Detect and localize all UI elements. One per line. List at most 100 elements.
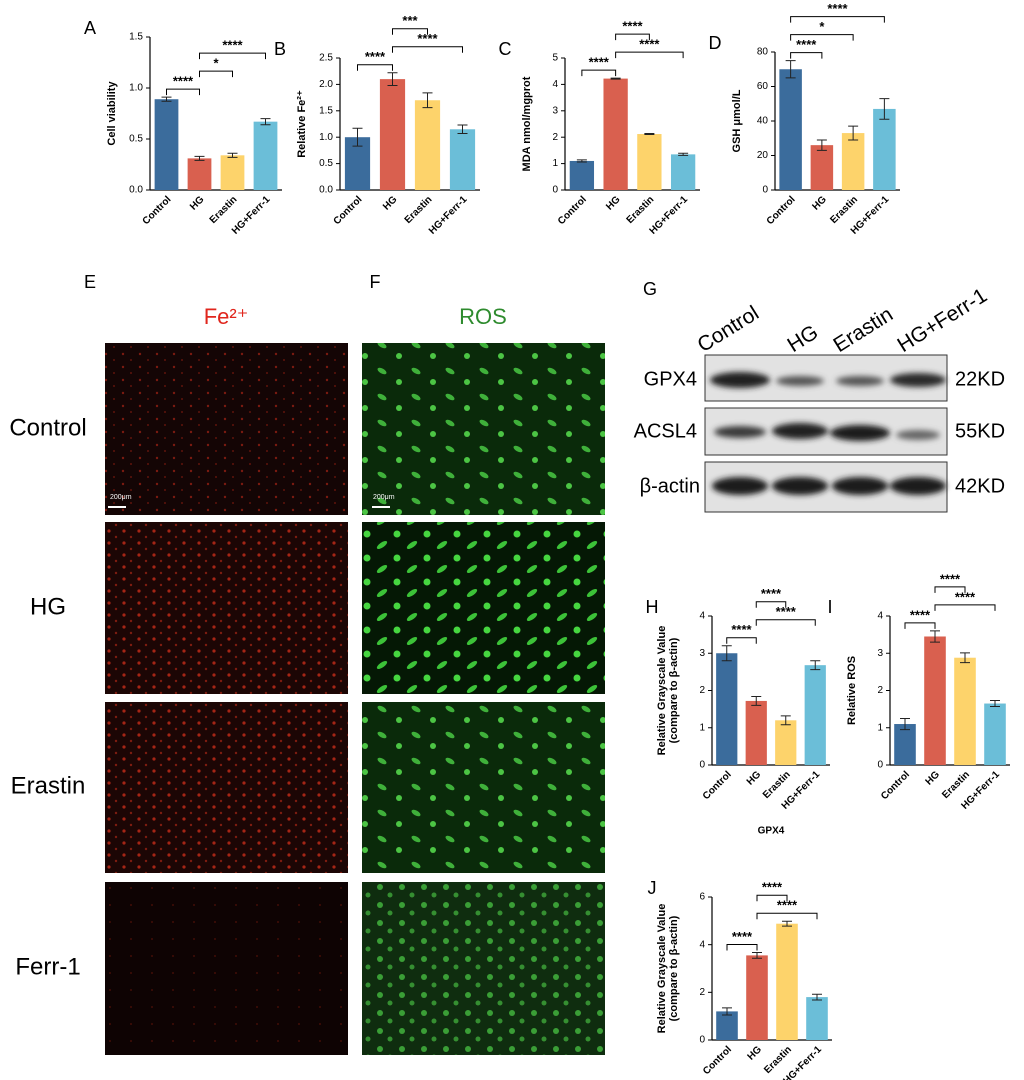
- significance-bracket: [790, 52, 823, 59]
- protein-label: ACSL4: [634, 420, 697, 442]
- fluorescence-image: [105, 882, 348, 1055]
- significance-label: ****: [732, 929, 753, 944]
- x-tick-label: HG+Ferr-1: [427, 194, 470, 237]
- y-tick-label: 3: [699, 648, 705, 659]
- fluorescence-image: [362, 702, 605, 873]
- bar: [984, 703, 1006, 765]
- y-tick-label: 2.5: [319, 53, 333, 64]
- bar: [779, 69, 802, 190]
- x-tick-label: HG: [188, 194, 207, 213]
- error-bar: [816, 139, 827, 151]
- y-tick-label: 1: [877, 722, 883, 733]
- error-bar: [848, 125, 859, 141]
- bar: [776, 923, 798, 1040]
- error-bar: [782, 920, 792, 927]
- y-tick-label: 1: [699, 722, 705, 733]
- error-bar: [752, 952, 762, 959]
- y-tick-label: 40: [757, 116, 769, 127]
- bar: [569, 160, 595, 190]
- y-tick-label: 1.5: [319, 105, 333, 116]
- significance-bracket: [934, 586, 966, 593]
- fluorescence-image: [105, 522, 348, 694]
- y-axis-label: Cell viability: [106, 81, 118, 146]
- y-axis-label: (compare to β-actin): [668, 637, 680, 743]
- y-axis-label: Relative Grayscale Value: [656, 904, 668, 1034]
- y-tick-label: 0: [762, 185, 768, 196]
- y-tick-label: 0: [552, 185, 558, 196]
- x-tick-label: Erastin: [403, 194, 435, 226]
- y-tick-label: 2: [877, 685, 883, 696]
- y-axis-label: Relative Fe²⁺: [296, 90, 308, 158]
- significance-bracket: [756, 894, 788, 902]
- lane-label: HG: [783, 321, 822, 357]
- bar: [873, 108, 896, 190]
- y-tick-label: 60: [757, 81, 769, 92]
- protein-label: GPX4: [644, 368, 697, 390]
- error-bar: [678, 152, 689, 156]
- y-tick-label: 80: [757, 47, 769, 58]
- error-bar: [810, 660, 821, 671]
- y-axis-label: Relative Grayscale Value: [656, 626, 668, 756]
- bar: [603, 78, 628, 190]
- size-label: 22KD: [955, 368, 1005, 390]
- significance-bracket: [904, 622, 936, 629]
- bar: [806, 997, 828, 1040]
- y-tick-label: 4: [699, 939, 705, 950]
- significance-label: ****: [417, 31, 438, 46]
- error-bar: [576, 159, 587, 163]
- protein-label: β-actin: [640, 475, 700, 497]
- x-tick-label: HG: [810, 194, 829, 213]
- significance-label: ****: [365, 49, 386, 64]
- x-tick-label: Control: [879, 769, 912, 802]
- error-bar: [900, 717, 910, 731]
- error-bar: [610, 77, 621, 80]
- error-bar: [644, 133, 655, 136]
- bar: [414, 100, 441, 190]
- channel-title: ROS: [459, 304, 507, 329]
- fluorescence-image: [362, 343, 605, 515]
- panel-label: E: [84, 272, 96, 292]
- significance-bracket: [357, 64, 393, 71]
- y-tick-label: 0.5: [319, 158, 333, 169]
- scale-bar-label: 200μm: [373, 494, 395, 501]
- significance-label: ****: [940, 571, 961, 586]
- bar: [220, 155, 245, 190]
- y-tick-label: 0.0: [319, 185, 333, 196]
- significance-label: *: [213, 56, 219, 71]
- x-tick-label: HG: [381, 194, 400, 213]
- significance-label: ****: [173, 74, 194, 89]
- panel-label: D: [709, 33, 722, 53]
- x-tick-label: Control: [701, 769, 734, 802]
- significance-label: ****: [827, 1, 848, 16]
- fluorescence-image: [362, 522, 605, 694]
- bar: [716, 1011, 738, 1040]
- y-tick-label: 2.0: [319, 79, 333, 90]
- lane-label: HG+Ferr-1: [893, 284, 991, 357]
- error-bar: [722, 1007, 732, 1016]
- error-bar: [422, 92, 433, 109]
- bar: [954, 657, 976, 765]
- bar: [187, 158, 212, 190]
- significance-bracket: [726, 637, 757, 644]
- significance-label: *: [819, 19, 825, 34]
- significance-bracket: [581, 69, 617, 77]
- y-tick-label: 0.0: [129, 185, 143, 196]
- bar: [775, 720, 797, 765]
- significance-bracket: [615, 33, 650, 41]
- y-tick-label: 3: [877, 648, 883, 659]
- y-axis-label: (compare to β-actin): [668, 915, 680, 1021]
- significance-label: ****: [589, 55, 610, 70]
- y-tick-label: 0.5: [129, 134, 143, 145]
- y-axis-label: GSH μmol/L: [731, 89, 743, 152]
- y-tick-label: 6: [699, 892, 705, 903]
- size-label: 42KD: [955, 475, 1005, 497]
- significance-label: ****: [639, 37, 660, 52]
- error-bar: [780, 715, 791, 726]
- panel-label: J: [648, 878, 657, 898]
- bar: [253, 121, 278, 190]
- error-bar: [194, 155, 205, 161]
- error-bar: [352, 127, 363, 147]
- bar: [670, 154, 696, 190]
- significance-label: ****: [622, 19, 643, 34]
- bar: [924, 636, 946, 765]
